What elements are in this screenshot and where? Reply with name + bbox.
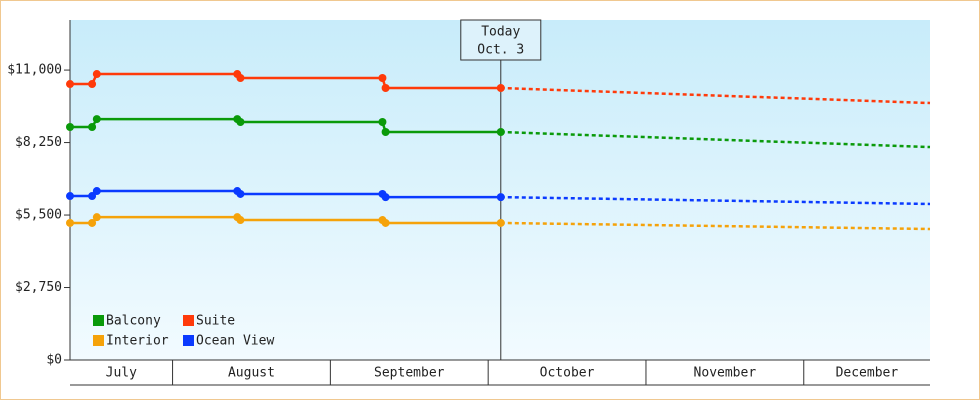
point	[381, 128, 390, 137]
point	[381, 193, 390, 202]
point	[88, 192, 97, 201]
point	[378, 73, 387, 82]
today-label: Today	[481, 25, 520, 40]
legend-label: Ocean View	[196, 334, 274, 349]
point	[66, 80, 74, 89]
point	[66, 123, 74, 132]
point	[92, 213, 101, 222]
point	[88, 218, 97, 227]
point	[236, 216, 245, 225]
legend-swatch	[93, 315, 104, 326]
legend-swatch	[183, 315, 194, 326]
point	[236, 73, 245, 82]
point	[496, 128, 505, 137]
y-tick-label: $0	[46, 353, 62, 368]
point	[381, 218, 390, 227]
point	[92, 187, 101, 196]
y-tick-label: $8,250	[15, 135, 62, 150]
x-tick-label: September	[374, 366, 445, 381]
point	[88, 80, 97, 89]
forecast-line	[500, 86, 931, 105]
x-tick-label: December	[836, 366, 899, 381]
legend-swatch	[183, 335, 194, 346]
point	[496, 193, 505, 202]
point	[92, 70, 101, 79]
point	[381, 84, 390, 92]
legend-swatch	[93, 335, 104, 346]
y-tick-label: $11,000	[7, 63, 62, 78]
x-tick-label: August	[228, 366, 275, 381]
point	[496, 84, 505, 92]
x-tick-label: October	[540, 366, 595, 381]
forecast-line	[500, 195, 931, 206]
y-tick-label: $2,750	[15, 280, 62, 295]
y-tick-label: $5,500	[15, 208, 62, 223]
point	[236, 189, 245, 198]
legend-label: Suite	[196, 314, 235, 329]
point	[92, 115, 101, 124]
today-label: Oct. 3	[477, 43, 524, 58]
forecast-line	[500, 130, 931, 149]
today-box	[460, 19, 542, 61]
point	[66, 218, 74, 227]
point	[88, 123, 97, 132]
x-tick-label: July	[106, 366, 137, 381]
legend-label: Balcony	[106, 314, 161, 329]
point	[378, 118, 387, 126]
point	[496, 218, 505, 227]
legend-label: Interior	[106, 334, 169, 349]
forecast-line	[500, 221, 931, 231]
point	[236, 118, 245, 126]
x-tick-label: November	[694, 366, 757, 381]
point	[66, 192, 74, 201]
